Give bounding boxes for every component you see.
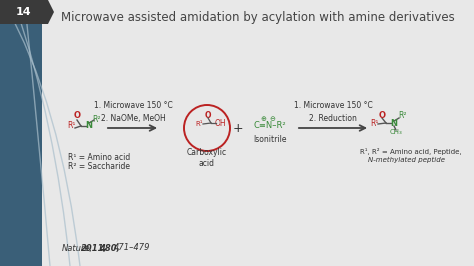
Text: ⊕: ⊕ [260, 116, 266, 122]
Text: O: O [379, 110, 385, 119]
Text: R¹: R¹ [67, 122, 75, 131]
Text: R¹ = Amino acid: R¹ = Amino acid [68, 153, 130, 162]
Text: 14: 14 [16, 7, 32, 17]
Text: +: + [233, 122, 243, 135]
Text: O: O [73, 111, 81, 120]
Text: R¹: R¹ [195, 121, 203, 127]
Text: N: N [391, 118, 398, 127]
Text: R¹, R² = Amino acid, Peptide,: R¹, R² = Amino acid, Peptide, [360, 148, 462, 155]
Text: Carboxylic
acid: Carboxylic acid [187, 148, 227, 168]
Text: Isonitrile: Isonitrile [253, 135, 287, 144]
Text: R² = Saccharide: R² = Saccharide [68, 162, 130, 171]
Text: 471–479: 471–479 [114, 243, 151, 252]
Text: C≡N–R²: C≡N–R² [254, 122, 286, 131]
Text: R¹: R¹ [370, 118, 378, 127]
Text: 2011,: 2011, [81, 243, 108, 252]
Text: 480,: 480, [99, 243, 120, 252]
Text: CH₃: CH₃ [390, 129, 402, 135]
Text: R²: R² [399, 111, 407, 120]
Text: 1. Microwave 150 °C
2. NaOMe, MeOH: 1. Microwave 150 °C 2. NaOMe, MeOH [94, 101, 173, 123]
Text: R²: R² [93, 114, 101, 123]
Text: OH: OH [214, 119, 226, 128]
Text: N: N [85, 122, 92, 131]
Polygon shape [0, 0, 42, 266]
Text: 1. Microwave 150 °C
2. Reduction: 1. Microwave 150 °C 2. Reduction [293, 101, 373, 123]
Text: Microwave assisted amidation by acylation with amine derivatives: Microwave assisted amidation by acylatio… [61, 11, 455, 24]
Text: O: O [205, 110, 211, 119]
Text: Nature,: Nature, [62, 243, 93, 252]
Text: ⊖: ⊖ [269, 116, 275, 122]
Text: N-methylated peptide: N-methylated peptide [368, 157, 445, 163]
Polygon shape [0, 0, 54, 24]
